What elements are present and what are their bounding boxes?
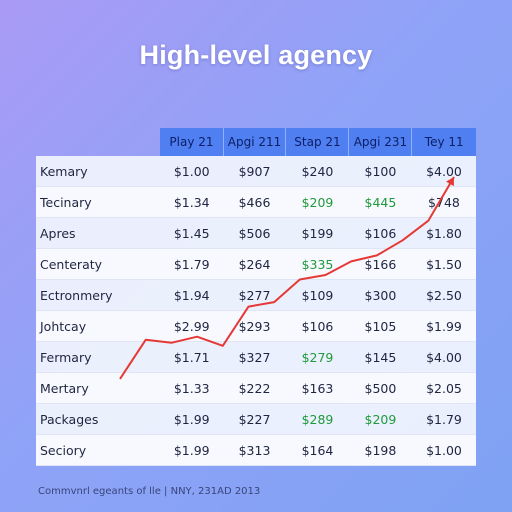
pricing-table-container: Play 21 Apgi 211 Stap 21 Apgi 231 Tey 11… xyxy=(36,128,476,466)
table-cell: $1.94 xyxy=(160,279,224,311)
table-cell: $1.99 xyxy=(160,434,224,466)
table-row[interactable]: Kemary $1.00 $907 $240 $100 $4.00 xyxy=(36,156,476,187)
row-label: Kemary xyxy=(36,156,161,187)
pricing-table: Play 21 Apgi 211 Stap 21 Apgi 231 Tey 11… xyxy=(36,128,476,466)
table-row[interactable]: Ectronmery $1.94 $277 $109 $300 $2.50 xyxy=(36,279,476,311)
table-cell: $164 xyxy=(285,434,349,466)
table-row[interactable]: Packages $1.99 $227 $289 $209 $1.79 xyxy=(36,403,476,435)
table-cell: $1.00 xyxy=(411,434,476,466)
table-cell: $2.50 xyxy=(411,279,476,311)
row-label: Ectronmery xyxy=(36,279,161,311)
row-label: Packages xyxy=(36,403,161,435)
table-cell: $2.05 xyxy=(411,372,476,404)
table-cell: $105 xyxy=(348,310,412,342)
table-cell: $1.45 xyxy=(160,217,224,249)
table-row[interactable]: Apres $1.45 $506 $199 $106 $1.80 xyxy=(36,217,476,249)
row-label: Seciory xyxy=(36,434,161,466)
table-cell: $1.99 xyxy=(160,403,224,435)
column-header[interactable]: Tey 11 xyxy=(411,128,476,156)
table-cell: $222 xyxy=(223,372,286,404)
table-cell: $907 xyxy=(223,156,286,187)
table-cell: $1.79 xyxy=(411,403,476,435)
table-cell: $1.34 xyxy=(160,186,224,218)
table-cell: $4.00 xyxy=(411,341,476,373)
row-label: Tecinary xyxy=(36,186,161,218)
table-cell: $4.00 xyxy=(411,156,476,187)
table-cell: $1.80 xyxy=(411,217,476,249)
row-label: Apres xyxy=(36,217,161,249)
table-cell: $109 xyxy=(285,279,349,311)
row-label: Centeraty xyxy=(36,248,161,280)
column-header[interactable]: Apgi 231 xyxy=(348,128,413,156)
table-cell: $748 xyxy=(411,186,476,218)
table-cell: $466 xyxy=(223,186,286,218)
table-cell: $445 xyxy=(348,186,412,218)
table-row[interactable]: Johtcay $2.99 $293 $106 $105 $1.99 xyxy=(36,310,476,342)
table-cell: $289 xyxy=(285,403,349,435)
table-cell: $300 xyxy=(348,279,412,311)
table-cell: $198 xyxy=(348,434,412,466)
table-cell: $209 xyxy=(348,403,412,435)
table-row[interactable]: Seciory $1.99 $313 $164 $198 $1.00 xyxy=(36,434,476,466)
table-cell: $163 xyxy=(285,372,349,404)
row-label: Johtcay xyxy=(36,310,161,342)
row-label: Mertary xyxy=(36,372,161,404)
table-cell: $327 xyxy=(223,341,286,373)
header-blank-cell xyxy=(36,128,160,156)
table-cell: $209 xyxy=(285,186,349,218)
table-cell: $1.00 xyxy=(160,156,224,187)
table-cell: $240 xyxy=(285,156,349,187)
table-cell: $1.79 xyxy=(160,248,224,280)
table-cell: $2.99 xyxy=(160,310,224,342)
footer-caption: Commvnrl egeants of lle | NNY, 231AD 201… xyxy=(38,486,261,497)
table-cell: $1.50 xyxy=(411,248,476,280)
table-cell: $335 xyxy=(285,248,349,280)
table-cell: $1.99 xyxy=(411,310,476,342)
table-row[interactable]: Centeraty $1.79 $264 $335 $166 $1.50 xyxy=(36,248,476,280)
table-cell: $293 xyxy=(223,310,286,342)
table-cell: $1.71 xyxy=(160,341,224,373)
column-header[interactable]: Stap 21 xyxy=(285,128,350,156)
table-cell: $166 xyxy=(348,248,412,280)
table-body: Kemary $1.00 $907 $240 $100 $4.00 Tecinary $1.3… xyxy=(36,156,476,466)
table-row[interactable]: Tecinary $1.34 $466 $209 $445 $748 xyxy=(36,186,476,218)
table-cell: $199 xyxy=(285,217,349,249)
table-cell: $106 xyxy=(348,217,412,249)
row-label: Fermary xyxy=(36,341,161,373)
table-cell: $264 xyxy=(223,248,286,280)
page-title: High-level agency xyxy=(139,40,373,70)
table-row[interactable]: Fermary $1.71 $327 $279 $145 $4.00 xyxy=(36,341,476,373)
table-cell: $277 xyxy=(223,279,286,311)
table-cell: $313 xyxy=(223,434,286,466)
table-cell: $100 xyxy=(348,156,412,187)
table-cell: $227 xyxy=(223,403,286,435)
table-cell: $106 xyxy=(285,310,349,342)
table-cell: $506 xyxy=(223,217,286,249)
column-header[interactable]: Apgi 211 xyxy=(223,128,287,156)
table-cell: $1.33 xyxy=(160,372,224,404)
table-cell: $145 xyxy=(348,341,412,373)
table-cell: $500 xyxy=(348,372,412,404)
table-row[interactable]: Mertary $1.33 $222 $163 $500 $2.05 xyxy=(36,372,476,404)
table-cell: $279 xyxy=(285,341,349,373)
table-header-row: Play 21 Apgi 211 Stap 21 Apgi 231 Tey 11 xyxy=(36,128,476,156)
column-header[interactable]: Play 21 xyxy=(160,128,224,156)
